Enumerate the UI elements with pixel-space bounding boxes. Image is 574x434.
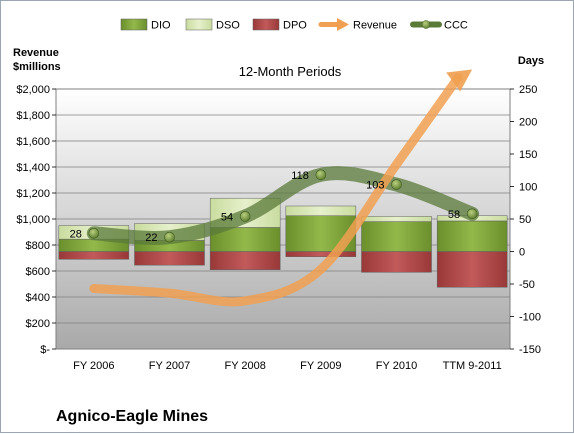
ccc-data-label: 58 xyxy=(448,209,460,221)
ccc-point xyxy=(466,208,478,220)
x-tick-label: FY 2010 xyxy=(376,360,417,372)
left-tick-label: $1,200 xyxy=(16,188,50,200)
dpo-bar xyxy=(209,251,281,270)
dso-bar xyxy=(361,216,432,222)
left-tick-label: $1,400 xyxy=(16,162,50,174)
legend: DIO DSO DPO Revenue CCC xyxy=(120,18,468,32)
right-tick-label: 150 xyxy=(519,149,537,161)
x-tick-label: FY 2006 xyxy=(73,360,114,372)
legend-label: Revenue xyxy=(353,20,397,32)
right-axis: -150 -100 -50 0 50 100 150 200 250 xyxy=(510,84,541,356)
right-tick-label: 100 xyxy=(519,182,537,194)
left-tick-label: $1,000 xyxy=(16,214,50,226)
left-tick-label: $- xyxy=(40,344,50,356)
company-name: Agnico-Eagle Mines xyxy=(56,408,208,425)
left-tick-label: $400 xyxy=(26,292,50,304)
right-axis-title: Days xyxy=(518,55,544,67)
legend-item-dio: DIO xyxy=(120,18,171,32)
legend-swatch xyxy=(185,18,213,31)
left-tick-label: $1,800 xyxy=(16,110,50,122)
right-tick-label: -100 xyxy=(519,312,541,324)
ccc-point xyxy=(88,228,100,239)
ccc-data-label: 54 xyxy=(221,211,233,223)
legend-label: DIO xyxy=(151,20,171,32)
dio-bar xyxy=(209,227,281,252)
ccc-data-label: 103 xyxy=(366,180,384,192)
right-tick-label: 200 xyxy=(519,117,537,129)
legend-item-dpo: DPO xyxy=(252,18,307,32)
x-tick-label: FY 2007 xyxy=(149,360,190,372)
ccc-data-label: 28 xyxy=(70,228,82,240)
x-axis: FY 2006 FY 2007 FY 2008 FY 2009 FY 2010 TTM 9… xyxy=(73,360,502,372)
dpo-bar xyxy=(134,251,205,266)
legend-item-revenue: Revenue xyxy=(318,18,397,32)
dio-bar xyxy=(361,221,432,252)
chart-title: 12-Month Periods xyxy=(239,64,342,79)
legend-item-ccc: CCC xyxy=(410,20,468,32)
dpo-bar xyxy=(285,251,357,257)
left-tick-label: $1,600 xyxy=(16,136,50,148)
dpo-bar xyxy=(436,251,508,288)
right-tick-label: 0 xyxy=(519,247,525,259)
x-tick-label: TTM 9-2011 xyxy=(443,360,502,372)
right-tick-label: -150 xyxy=(519,344,541,356)
legend-label: DPO xyxy=(283,20,307,32)
x-tick-label: FY 2008 xyxy=(224,360,265,372)
left-tick-label: $600 xyxy=(26,266,50,278)
right-tick-label: 50 xyxy=(519,214,531,226)
dio-bar xyxy=(436,220,508,252)
left-tick-label: $2,000 xyxy=(16,84,50,96)
legend-swatch xyxy=(120,18,148,31)
left-tick-label: $800 xyxy=(26,240,50,252)
left-axis-title: Revenue $millions xyxy=(13,47,61,73)
ccc-point xyxy=(315,169,327,181)
right-tick-label: 250 xyxy=(519,84,537,96)
right-tick-label: -50 xyxy=(519,279,535,291)
line-series: 28 22 54 118 103 58 xyxy=(70,69,480,307)
legend-label: DSO xyxy=(216,20,240,32)
left-axis: $- $200 $400 $600 $800 $1,000 $1,200 $1,400 $1,6… xyxy=(16,84,56,356)
ccc-point xyxy=(164,231,175,243)
revenue-arrowhead xyxy=(446,69,473,92)
legend-label: CCC xyxy=(444,20,468,32)
x-tick-label: FY 2009 xyxy=(300,360,341,372)
ccc-point xyxy=(239,211,251,222)
dpo-bar xyxy=(58,251,130,260)
legend-swatch xyxy=(252,18,280,31)
ccc-data-label: 22 xyxy=(145,232,157,244)
ccc-data-label: 118 xyxy=(291,170,309,182)
legend-item-dso: DSO xyxy=(185,18,240,32)
dpo-bar xyxy=(361,251,432,273)
ccc-point xyxy=(391,179,402,190)
left-tick-label: $200 xyxy=(26,318,50,330)
dso-bar xyxy=(285,205,357,216)
revenue-line xyxy=(89,73,463,307)
